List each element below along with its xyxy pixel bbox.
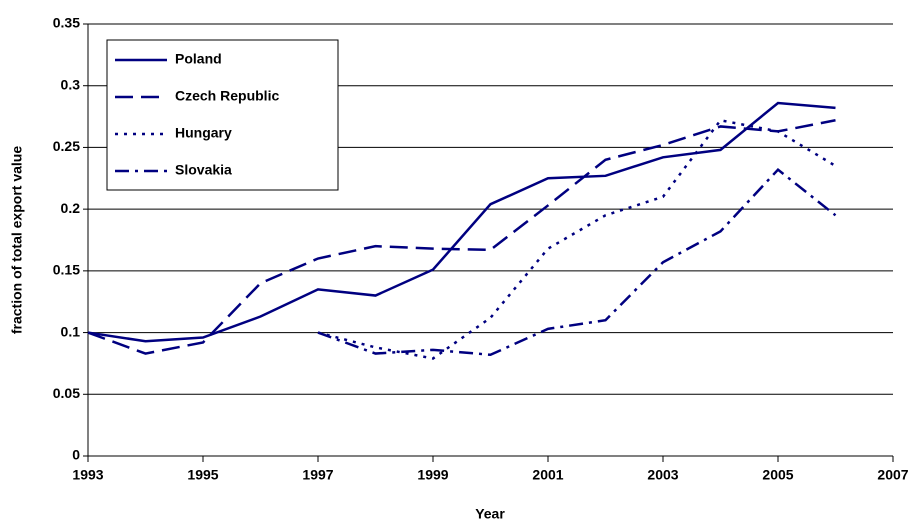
series-line [87,119,836,355]
legend-label: Slovakia [175,162,232,178]
y-tick-label: 0.3 [61,76,81,92]
series-line [317,167,837,357]
x-tick-label: 1995 [187,467,218,483]
x-tick-label: 2007 [877,467,908,483]
legend-box [106,39,339,191]
legend-label: Hungary [175,125,232,141]
y-tick-label: 0 [72,447,80,463]
y-tick-label: 0.35 [53,15,80,31]
y-tick-label: 0.2 [61,200,81,216]
x-axis-label: Year [475,506,505,522]
x-tick-label: 2005 [762,467,793,483]
legend-label: Czech Republic [175,88,279,104]
y-axis-label: fraction of total export value [9,146,25,334]
y-tick-label: 0.05 [53,385,80,401]
y-tick-label: 0.1 [61,323,81,339]
x-tick-label: 1999 [417,467,448,483]
x-tick-label: 1993 [72,467,103,483]
y-tick-label: 0.15 [53,262,80,278]
x-tick-label: 2003 [647,467,678,483]
legend-label: Poland [175,51,222,67]
x-tick-label: 2001 [532,467,563,483]
y-tick-label: 0.25 [53,138,80,154]
x-tick-label: 1997 [302,467,333,483]
series-line [317,118,837,360]
